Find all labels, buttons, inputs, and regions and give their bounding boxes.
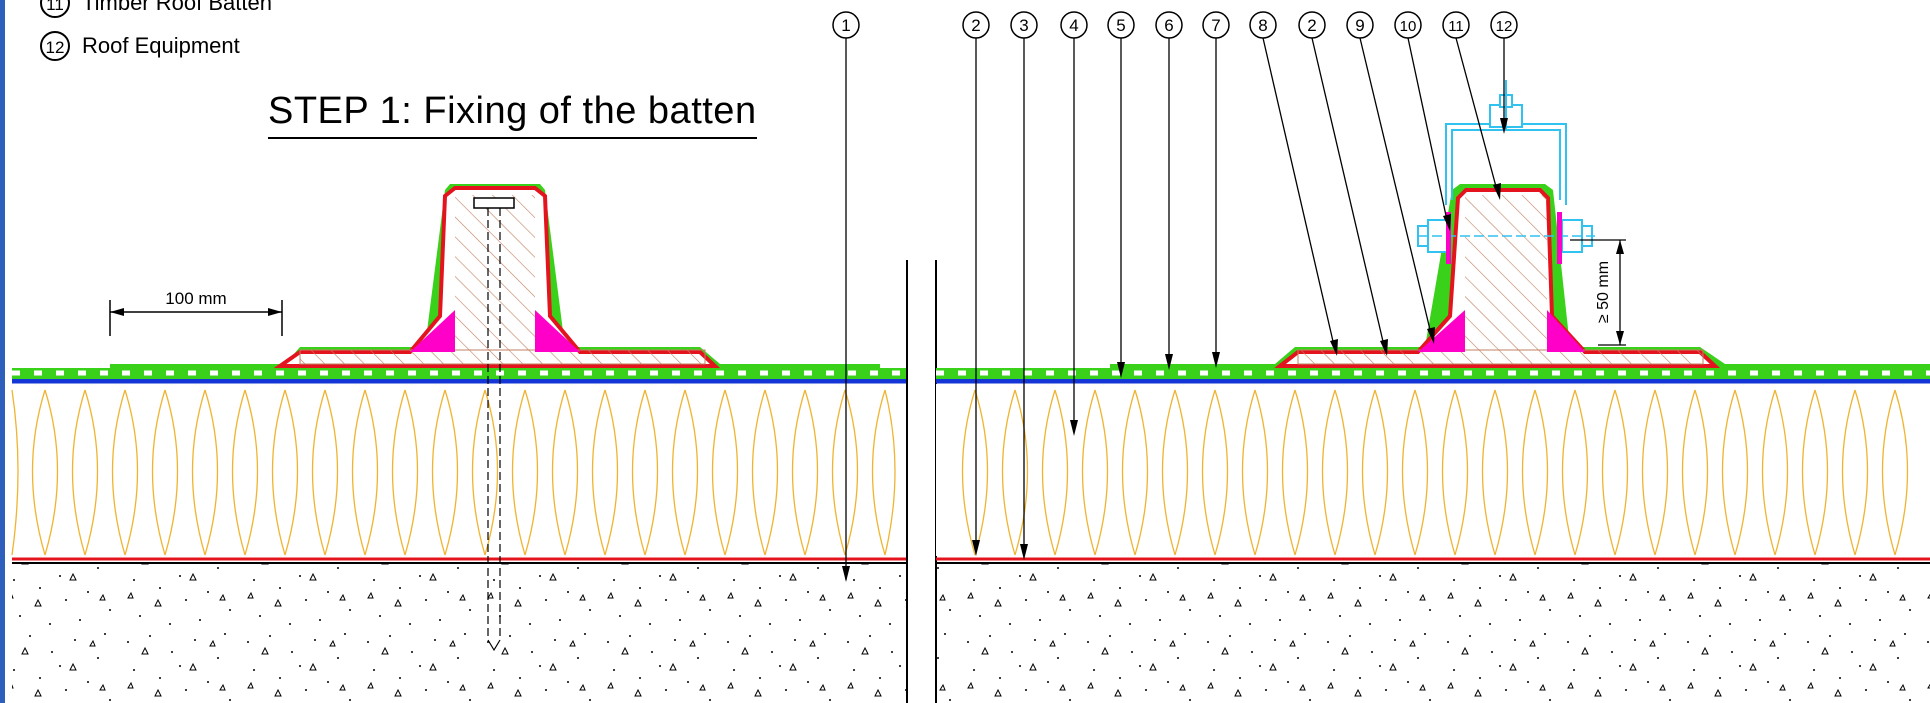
callout-8: 8 (1249, 11, 1338, 356)
legend-item-timber-batten: 11 Timber Roof Batten (40, 0, 272, 18)
svg-text:8: 8 (1258, 16, 1267, 35)
callouts-right: 2 3 4 5 6 7 8 2 9 10 11 12 (962, 11, 1518, 560)
timber-batten-upstand (1274, 188, 1721, 368)
dimension-50mm: ≥ 50 mm (1570, 239, 1626, 346)
timber-batten-upstand (273, 186, 721, 368)
callout-6: 6 (1155, 11, 1183, 370)
svg-text:5: 5 (1116, 16, 1125, 35)
svg-text:7: 7 (1211, 16, 1220, 35)
svg-text:10: 10 (1400, 18, 1417, 35)
dimension-label-height: ≥ 50 mm (1595, 261, 1612, 323)
svg-text:1: 1 (841, 16, 850, 35)
svg-text:3: 3 (1019, 16, 1028, 35)
legend-label: Timber Roof Batten (82, 0, 272, 15)
callout-1: 1 (832, 11, 860, 582)
svg-text:12: 12 (1496, 18, 1513, 35)
callout-4: 4 (1060, 11, 1088, 436)
legend-label: Roof Equipment (82, 33, 240, 58)
callout-5: 5 (1107, 11, 1135, 378)
callout-2b: 2 (1298, 11, 1388, 356)
svg-text:9: 9 (1355, 16, 1364, 35)
callout-10: 10 (1394, 11, 1451, 231)
concrete-deck (936, 563, 1930, 703)
right-panel: ≥ 50 mm 2 3 4 5 6 7 8 2 9 10 11 12 (936, 11, 1930, 703)
svg-text:4: 4 (1069, 16, 1078, 35)
legend-item-roof-equipment: 12 Roof Equipment (40, 31, 240, 61)
svg-text:2: 2 (1307, 16, 1316, 35)
svg-text:6: 6 (1164, 16, 1173, 35)
insulation-layer (936, 384, 1930, 556)
callout-11: 11 (1442, 11, 1501, 200)
callout-2: 2 (962, 11, 990, 556)
svg-text:11: 11 (1448, 18, 1464, 35)
concrete-deck (12, 563, 907, 703)
callout-7: 7 (1202, 11, 1230, 368)
callout-3: 3 (1010, 11, 1038, 560)
step-title: STEP 1: Fixing of the batten (268, 90, 757, 139)
left-panel: 100 mm 1 (11, 11, 907, 703)
callout-12: 12 (1490, 11, 1518, 134)
dimension-100mm: 100 mm (109, 289, 283, 336)
callout-9: 9 (1346, 11, 1435, 344)
fixing-screw (473, 197, 515, 652)
insulation-layer (11, 384, 907, 556)
legend-number: 12 (40, 31, 70, 61)
svg-text:2: 2 (971, 16, 980, 35)
dimension-label-width: 100 mm (165, 289, 226, 308)
page-border (0, 0, 5, 703)
roof-equipment-clamp (1417, 80, 1595, 264)
